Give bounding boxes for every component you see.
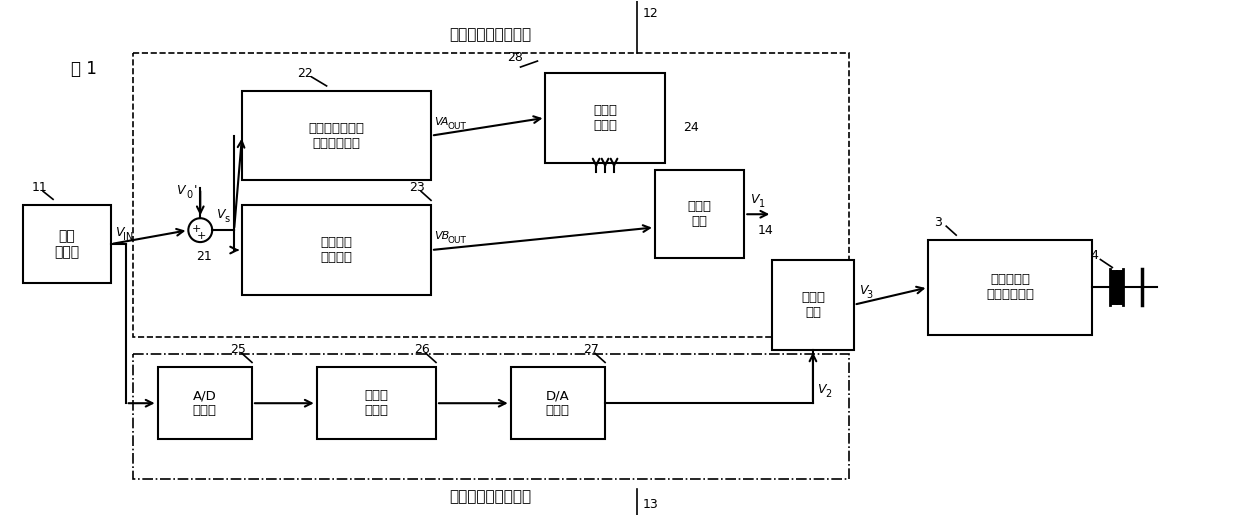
Text: 数字型温度补偿部分: 数字型温度补偿部分 [450, 489, 532, 504]
Text: 24: 24 [683, 121, 699, 134]
Bar [157, 367, 252, 439]
Text: 3: 3 [934, 216, 942, 229]
Text: 非易失
存储器: 非易失 存储器 [364, 389, 388, 417]
Bar [133, 354, 849, 479]
Text: 26: 26 [414, 343, 430, 356]
Text: V: V [115, 226, 123, 239]
Text: 加法器
电路: 加法器 电路 [688, 200, 711, 228]
Text: 模拟型温度补偿部分: 模拟型温度补偿部分 [450, 27, 532, 42]
Text: A/D
转换器: A/D 转换器 [193, 389, 217, 417]
Text: 加法器
电路: 加法器 电路 [800, 291, 825, 319]
Text: 一次分量
产生分部: 一次分量 产生分部 [321, 236, 353, 264]
Text: 4: 4 [1090, 249, 1098, 262]
Text: 25: 25 [230, 343, 247, 356]
Text: V: V [216, 208, 224, 221]
Text: 28: 28 [508, 51, 524, 63]
Bar [654, 170, 745, 258]
Text: 11: 11 [31, 181, 47, 194]
Text: V: V [859, 284, 867, 297]
Text: 13: 13 [643, 498, 659, 511]
Text: D/A
转换器: D/A 转换器 [546, 389, 570, 417]
Bar [317, 367, 436, 439]
Text: 非易失
存储器: 非易失 存储器 [593, 104, 617, 132]
Text: 21: 21 [196, 250, 212, 263]
Text: VB: VB [434, 231, 450, 241]
Text: 图 1: 图 1 [71, 60, 97, 78]
Text: 温度
传感器: 温度 传感器 [55, 229, 79, 259]
Bar [772, 260, 854, 349]
Text: 12: 12 [643, 7, 659, 20]
Text: VA: VA [434, 117, 449, 127]
Text: ': ' [193, 184, 197, 197]
Text: OUT: OUT [449, 236, 467, 245]
Text: 14: 14 [757, 223, 773, 237]
Text: 1: 1 [760, 199, 766, 209]
Bar [242, 205, 431, 295]
Text: 0: 0 [186, 190, 192, 200]
Text: +: + [192, 224, 201, 234]
Text: IN: IN [123, 232, 133, 242]
Text: 23: 23 [409, 181, 425, 194]
Text: 三次分量和恒定
分量产生部分: 三次分量和恒定 分量产生部分 [309, 122, 364, 150]
Text: +: + [197, 231, 206, 241]
Bar [510, 367, 605, 439]
Text: 3: 3 [866, 290, 872, 300]
Text: 2: 2 [825, 389, 831, 399]
Text: OUT: OUT [449, 122, 467, 131]
Text: V: V [817, 383, 825, 396]
Bar [928, 240, 1093, 334]
Text: 电压控制的
晶体振荡电路: 电压控制的 晶体振荡电路 [986, 273, 1035, 301]
Text: 27: 27 [584, 343, 600, 356]
Bar [24, 205, 110, 283]
Bar [242, 91, 431, 181]
Bar [133, 53, 849, 336]
Text: V: V [751, 194, 758, 206]
Text: s: s [224, 214, 229, 224]
Bar [545, 73, 665, 163]
Text: V: V [176, 184, 185, 197]
Text: 22: 22 [297, 67, 312, 79]
